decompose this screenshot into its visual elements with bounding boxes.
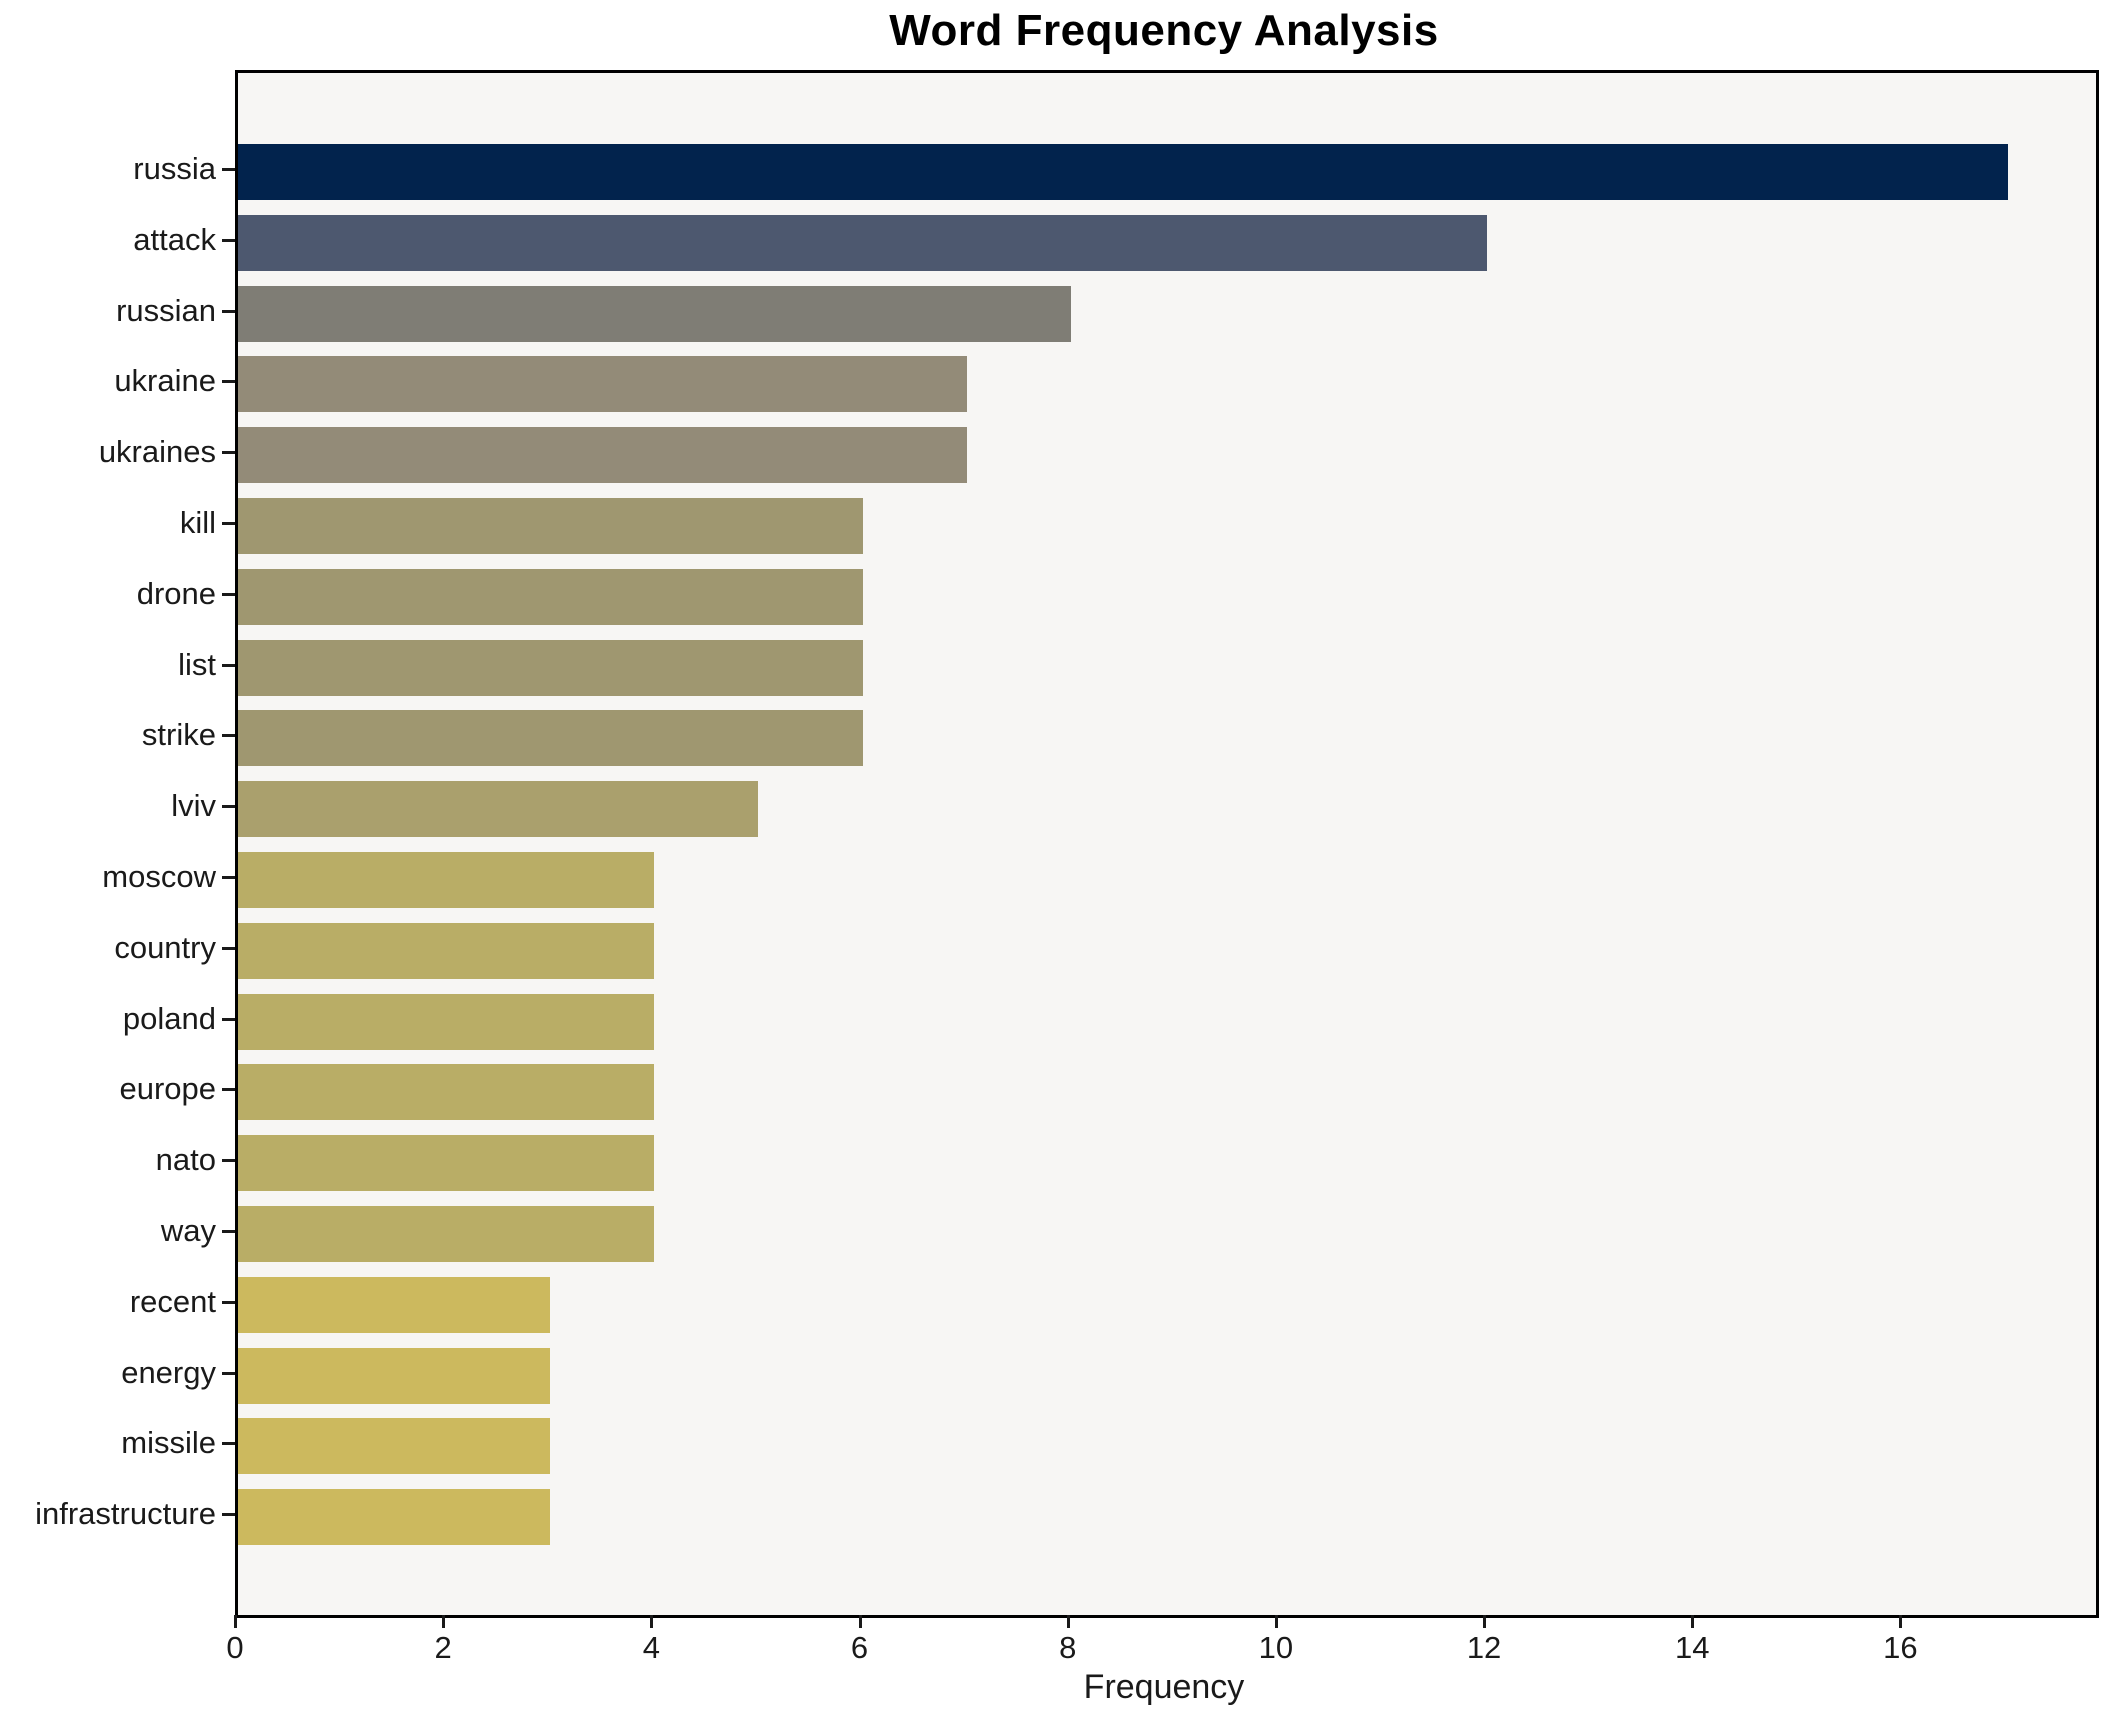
y-tick-mark (222, 168, 235, 171)
x-tick-label-12: 12 (1466, 1630, 1502, 1665)
y-tick-label-russia: russia (133, 151, 216, 186)
y-tick-label-country: country (114, 929, 216, 965)
y-tick-label-list: list (178, 646, 216, 682)
y-tick-label-ukraine: ukraine (114, 363, 216, 399)
bar-way (238, 1206, 654, 1262)
y-tick-mark (222, 592, 235, 596)
y-tick-label-nato: nato (155, 1142, 216, 1178)
y-tick-mark (222, 1088, 235, 1092)
y-tick-mark (222, 1371, 235, 1375)
y-tick-mark (222, 1442, 235, 1446)
x-tick-mark (1691, 1615, 1695, 1628)
x-tick-label-8: 8 (1059, 1630, 1077, 1665)
y-tick-label-moscow: moscow (102, 859, 216, 894)
y-tick-mark (222, 663, 235, 667)
y-tick-mark (222, 1159, 235, 1163)
bar-drone (238, 568, 863, 625)
bar-attack (238, 214, 1487, 271)
y-tick-label-europe: europe (119, 1071, 216, 1107)
y-tick-mark (222, 805, 235, 809)
y-tick-mark (222, 522, 235, 525)
y-tick-label-strike: strike (141, 717, 216, 753)
y-tick-label-russian: russian (116, 292, 216, 328)
x-tick-label-0: 0 (226, 1630, 244, 1665)
bar-europe (238, 1064, 654, 1121)
x-tick-mark (650, 1615, 654, 1628)
bar-moscow (238, 852, 654, 908)
x-tick-label-2: 2 (434, 1630, 452, 1665)
x-tick-mark (442, 1615, 446, 1628)
x-tick-mark (234, 1615, 237, 1628)
x-tick-mark (1274, 1615, 1278, 1628)
y-tick-label-way: way (160, 1213, 216, 1248)
x-tick-label-4: 4 (642, 1630, 660, 1665)
x-tick-label-10: 10 (1258, 1630, 1294, 1665)
bar-ukraines (238, 427, 967, 484)
y-tick-mark (222, 946, 235, 950)
y-tick-label-missile: missile (121, 1425, 216, 1461)
y-tick-mark (222, 1513, 235, 1517)
chart-title: Word Frequency Analysis (889, 6, 1439, 55)
bar-list (238, 639, 863, 696)
x-tick-label-14: 14 (1675, 1630, 1710, 1665)
y-tick-mark (222, 876, 235, 879)
x-tick-mark (858, 1615, 862, 1628)
bar-russian (238, 285, 1071, 342)
y-tick-mark (222, 380, 235, 384)
y-tick-label-ukraines: ukraines (98, 434, 216, 470)
y-tick-mark (222, 309, 235, 313)
y-tick-mark (222, 1017, 235, 1021)
y-tick-mark (222, 451, 235, 455)
y-tick-label-drone: drone (136, 575, 216, 611)
bar-infrastructure (238, 1489, 550, 1546)
bar-kill (238, 498, 863, 554)
x-tick-mark (1899, 1615, 1903, 1628)
x-tick-label-6: 6 (850, 1630, 869, 1665)
bar-ukraine (238, 356, 967, 413)
x-tick-mark (1066, 1615, 1070, 1628)
y-tick-mark (222, 1300, 235, 1304)
y-tick-label-attack: attack (133, 221, 216, 257)
y-tick-label-lviv: lviv (171, 788, 216, 824)
y-tick-label-kill: kill (179, 505, 216, 540)
plot-area (235, 70, 2099, 1618)
x-tick-mark (1483, 1615, 1487, 1628)
y-tick-mark (222, 734, 235, 738)
y-tick-mark (222, 1230, 235, 1233)
x-tick-label-16: 16 (1883, 1630, 1918, 1665)
y-tick-mark (222, 238, 235, 242)
y-tick-label-infrastructure: infrastructure (35, 1496, 216, 1532)
y-tick-label-poland: poland (122, 1000, 216, 1036)
x-axis-label: Frequency (1083, 1668, 1245, 1706)
bar-energy (238, 1347, 550, 1404)
bar-recent (238, 1276, 550, 1333)
bar-poland (238, 993, 654, 1050)
bar-missile (238, 1418, 550, 1475)
bar-russia (238, 144, 2008, 200)
y-tick-label-energy: energy (121, 1354, 216, 1390)
bar-nato (238, 1135, 654, 1192)
bar-country (238, 922, 654, 979)
bar-strike (238, 710, 863, 767)
bar-lviv (238, 781, 758, 838)
y-tick-label-recent: recent (129, 1283, 216, 1319)
